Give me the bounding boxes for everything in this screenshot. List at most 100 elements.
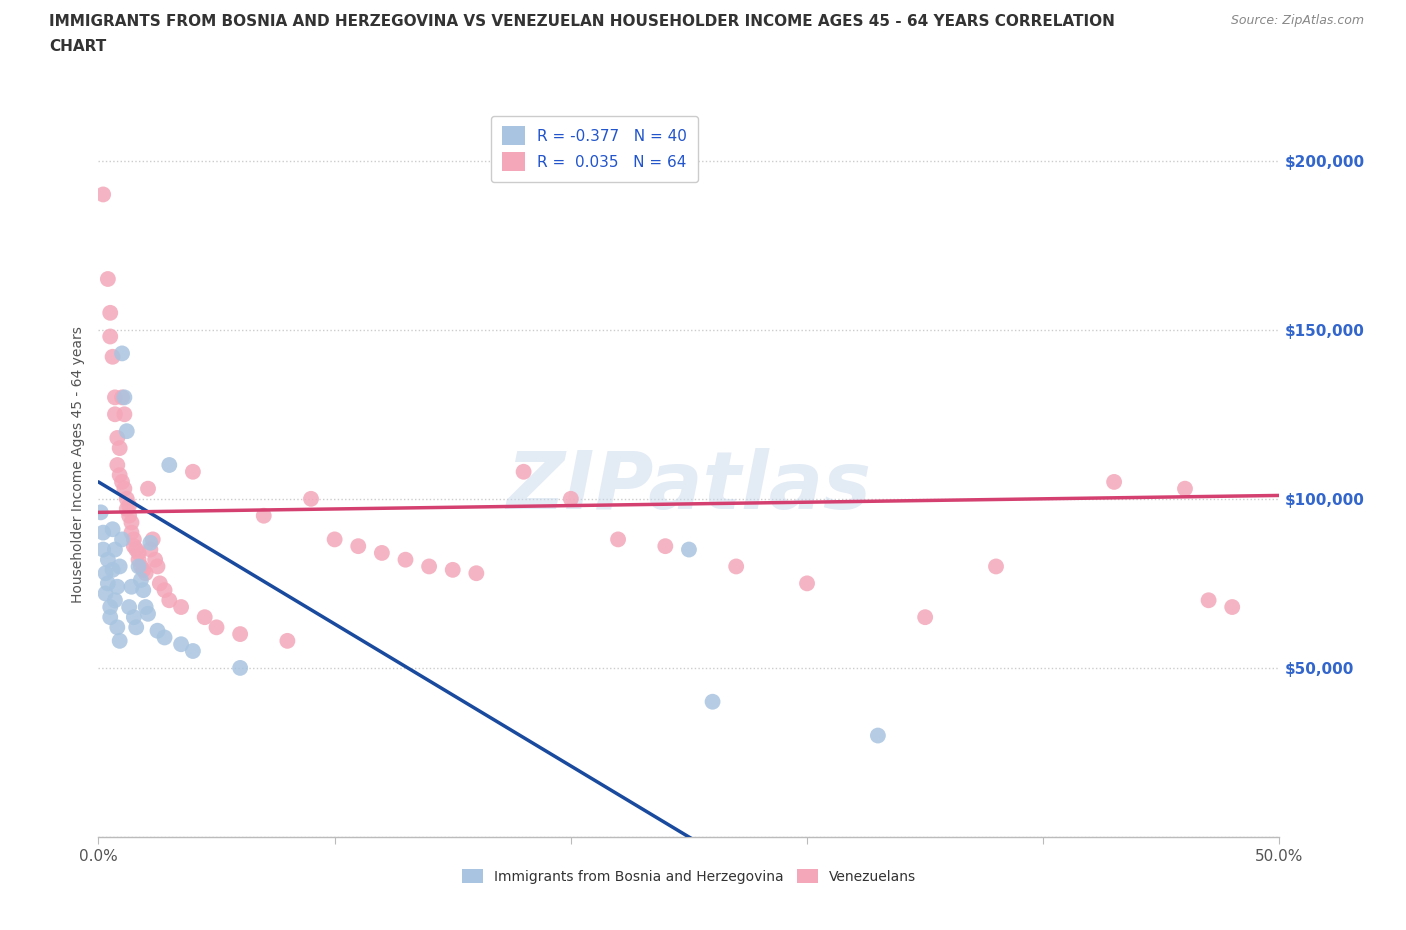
Point (299, 491, 322, 506)
Point (1220, 600, 1243, 615)
Point (394, 552, 416, 567)
Point (122, 532, 145, 547)
Point (125, 542, 148, 557)
Point (139, 536, 162, 551)
Point (105, 431, 128, 445)
Point (866, 728, 889, 743)
Point (607, 532, 630, 547)
Point (153, 630, 176, 644)
Point (112, 406, 135, 421)
Point (157, 592, 180, 607)
Point (143, 552, 166, 567)
Point (129, 559, 152, 574)
Point (135, 565, 157, 580)
Point (1174, 481, 1197, 496)
Point (118, 509, 141, 524)
Point (146, 559, 169, 574)
Point (157, 458, 180, 472)
Point (105, 579, 128, 594)
Point (121, 579, 143, 594)
Point (104, 592, 127, 607)
Point (229, 660, 252, 675)
Point (181, 464, 204, 479)
Point (104, 542, 127, 557)
Point (560, 491, 582, 506)
Point (115, 491, 138, 506)
Point (97, 552, 120, 567)
Point (153, 583, 176, 598)
Point (1102, 474, 1125, 489)
Point (91, 525, 114, 540)
Point (441, 563, 464, 578)
Point (725, 559, 748, 574)
Point (91, 187, 114, 202)
Point (108, 441, 131, 456)
Point (98, 305, 121, 320)
Point (796, 576, 818, 591)
Point (129, 573, 152, 588)
Point (104, 406, 127, 421)
Text: IMMIGRANTS FROM BOSNIA AND HERZEGOVINA VS VENEZUELAN HOUSEHOLDER INCOME AGES 45 : IMMIGRANTS FROM BOSNIA AND HERZEGOVINA V… (49, 14, 1115, 29)
Point (512, 464, 534, 479)
Point (984, 559, 1007, 574)
Point (136, 606, 159, 621)
Point (135, 600, 157, 615)
Point (702, 695, 724, 710)
Point (97, 272, 120, 286)
Point (101, 522, 124, 537)
Point (115, 501, 138, 516)
Point (678, 542, 700, 557)
Point (94, 565, 117, 580)
Point (465, 565, 488, 580)
Point (108, 468, 131, 483)
Legend: Immigrants from Bosnia and Herzegovina, Venezuelans: Immigrants from Bosnia and Herzegovina, … (456, 864, 922, 890)
Point (122, 538, 145, 553)
Point (105, 620, 128, 635)
Point (170, 637, 193, 652)
Y-axis label: Householder Income Ages 45 - 64 years: Householder Income Ages 45 - 64 years (72, 326, 86, 604)
Text: Source: ZipAtlas.com: Source: ZipAtlas.com (1230, 14, 1364, 27)
Point (205, 620, 228, 635)
Point (128, 559, 150, 574)
Point (98, 600, 121, 615)
Point (98, 610, 121, 625)
Point (654, 538, 676, 553)
Point (914, 610, 936, 625)
Point (229, 627, 252, 642)
Point (136, 481, 159, 496)
Point (115, 424, 138, 439)
Point (323, 532, 346, 547)
Point (132, 563, 155, 578)
Point (146, 623, 169, 638)
Point (111, 346, 134, 361)
Point (170, 600, 193, 615)
Point (253, 509, 276, 524)
Point (91, 542, 114, 557)
Point (128, 552, 150, 567)
Point (125, 620, 148, 635)
Point (105, 458, 128, 472)
Point (181, 644, 204, 658)
Point (276, 633, 298, 648)
Point (111, 474, 134, 489)
Point (104, 390, 127, 405)
Point (142, 532, 165, 547)
Point (1198, 592, 1220, 607)
Point (132, 583, 155, 598)
Point (108, 633, 131, 648)
Point (112, 481, 135, 496)
Point (118, 498, 141, 513)
Point (118, 600, 141, 615)
Point (121, 515, 143, 530)
Point (139, 542, 162, 557)
Point (418, 559, 440, 574)
Point (347, 538, 370, 553)
Point (121, 525, 143, 540)
Point (108, 559, 131, 574)
Point (101, 350, 124, 365)
Point (112, 390, 135, 405)
Point (111, 532, 134, 547)
Text: ZIPatlas: ZIPatlas (506, 448, 872, 526)
Point (98, 329, 121, 344)
Point (149, 576, 172, 591)
